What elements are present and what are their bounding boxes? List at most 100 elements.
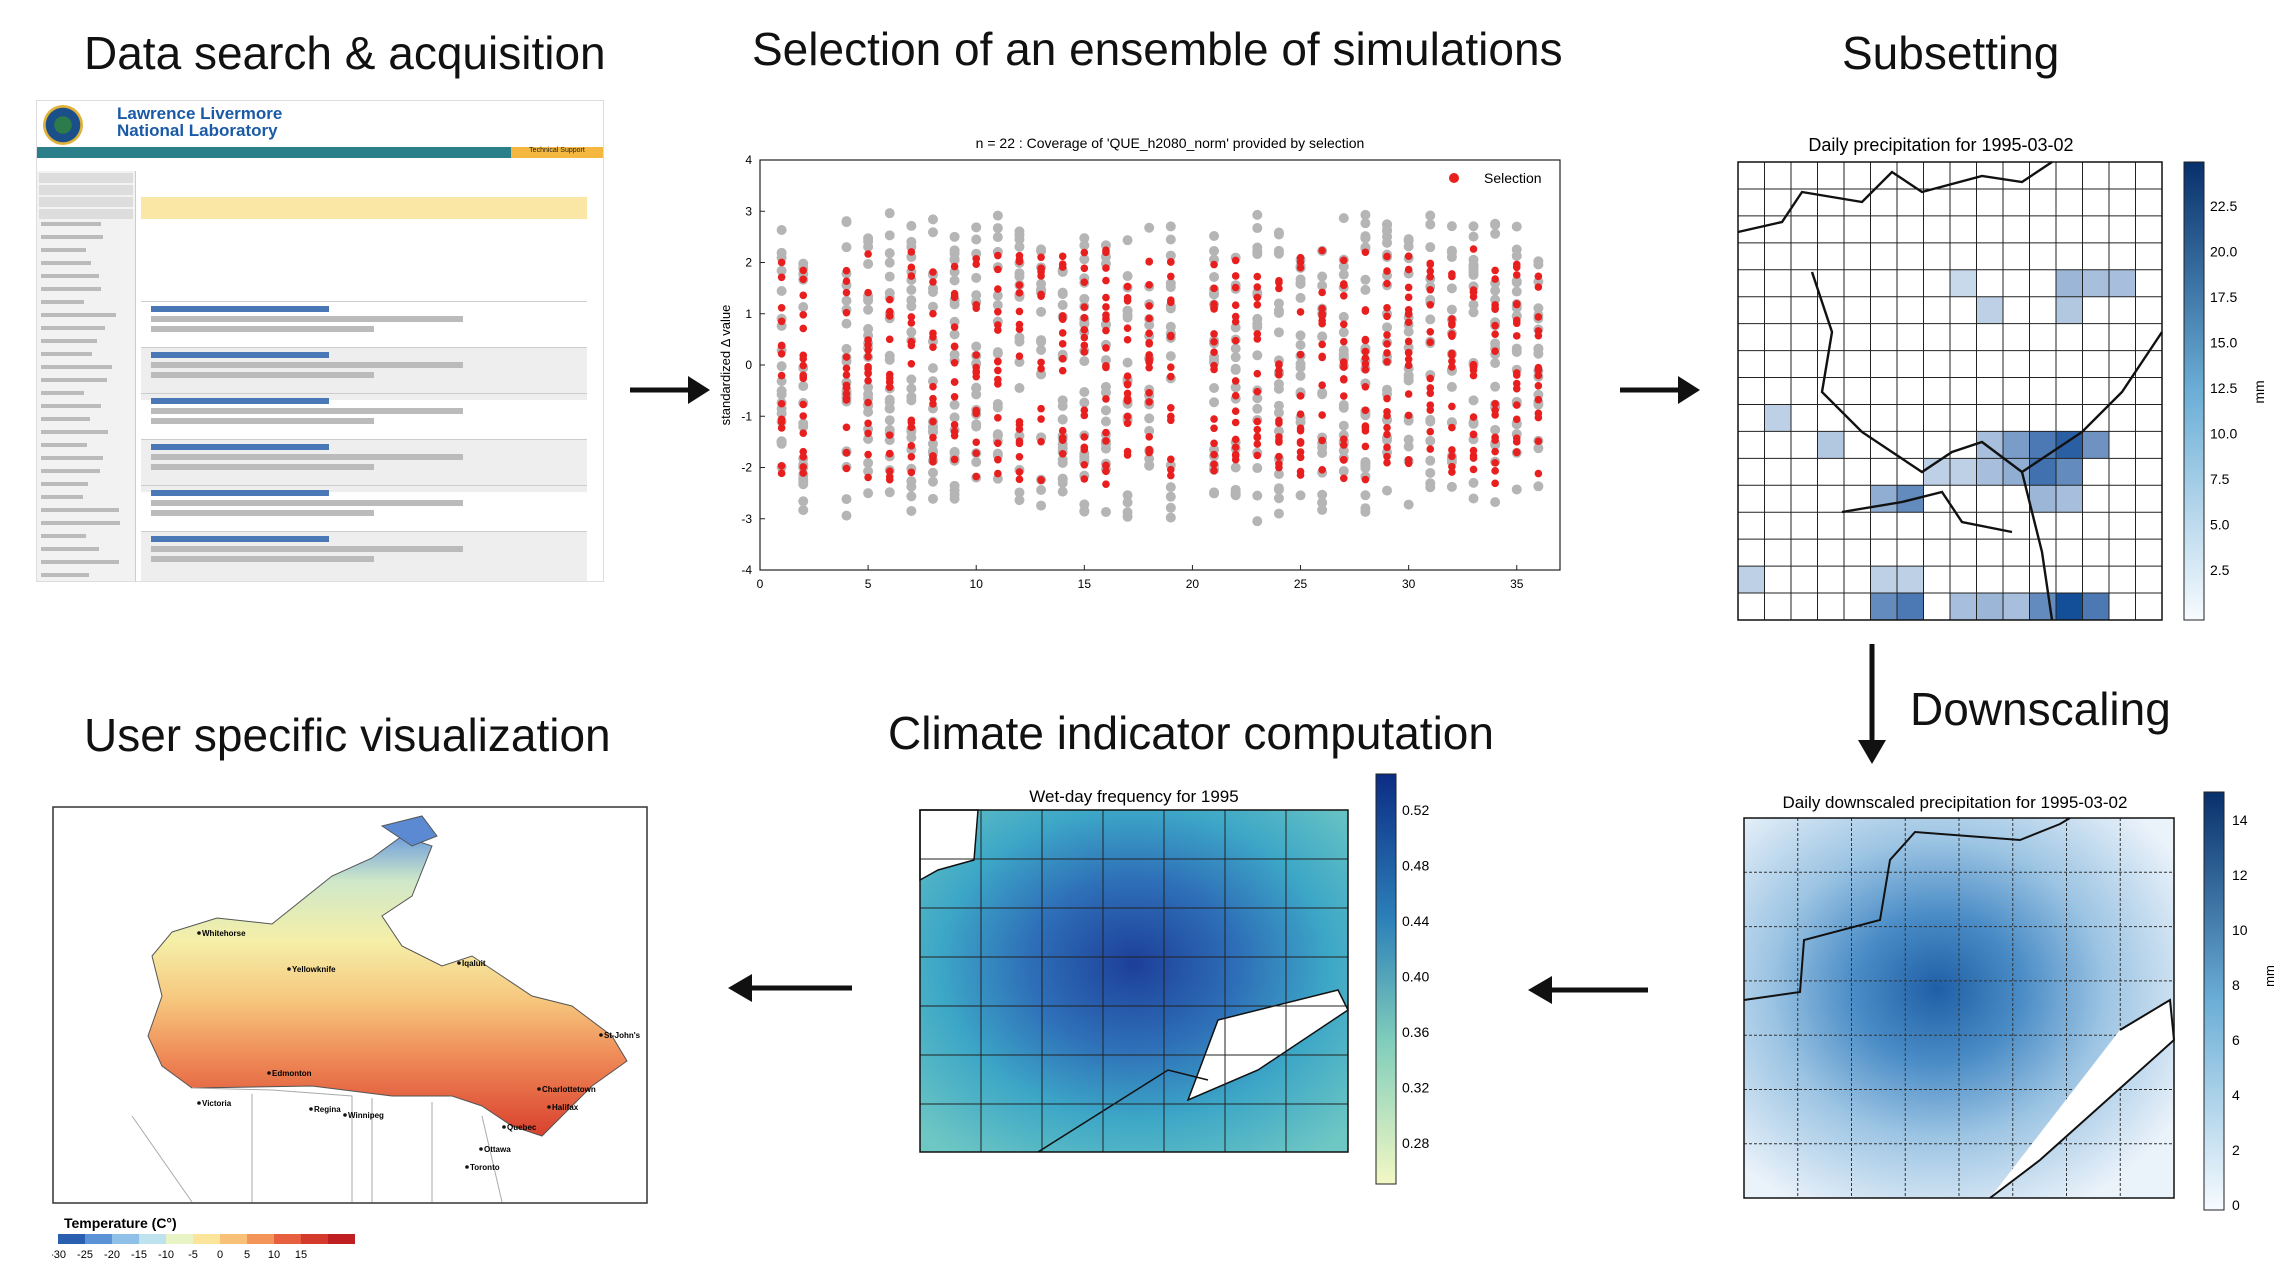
temperature-legend-swatch bbox=[139, 1234, 166, 1244]
scatter-point-selection bbox=[1296, 437, 1305, 446]
scatter-point-selection bbox=[1058, 366, 1067, 375]
scatter-point-selection bbox=[1534, 395, 1543, 404]
scatter-point-selection bbox=[950, 431, 959, 440]
scatter-point-grey bbox=[1273, 245, 1284, 256]
scatter-point-selection bbox=[842, 288, 851, 297]
precip-cell bbox=[2003, 593, 2030, 620]
x-tick-label: 30 bbox=[1402, 577, 1416, 591]
precip-cell bbox=[1738, 566, 1765, 594]
scatter-point-selection bbox=[1210, 361, 1218, 370]
scatter-point-grey bbox=[1057, 287, 1068, 298]
scatter-point-selection bbox=[777, 341, 786, 350]
scatter-point-selection bbox=[1339, 456, 1348, 464]
scatter-point-selection bbox=[929, 309, 937, 318]
scatter-point-grey bbox=[1425, 482, 1436, 493]
scatter-point-grey bbox=[1252, 393, 1263, 404]
scatter-point-selection bbox=[842, 383, 851, 392]
scatter-point-selection bbox=[907, 248, 916, 256]
scatter-point-selection bbox=[1318, 352, 1326, 361]
precip-cell bbox=[1870, 566, 1897, 594]
scatter-point-selection bbox=[885, 475, 894, 484]
subset-colorbar-tick: 7.5 bbox=[2210, 471, 2230, 487]
scatter-point-selection bbox=[1167, 296, 1175, 304]
temperature-legend-tick: -15 bbox=[131, 1249, 147, 1261]
temperature-legend-tick: 0 bbox=[217, 1249, 223, 1261]
scatter-point-selection bbox=[1383, 452, 1391, 461]
scatter-point-grey bbox=[1382, 322, 1393, 333]
llnl-tech-support: Technical Support bbox=[511, 147, 603, 158]
scatter-point-selection bbox=[864, 429, 872, 438]
scatter-point-selection bbox=[1339, 292, 1348, 300]
scatter-point-selection bbox=[864, 398, 872, 407]
city-label: Regina bbox=[314, 1105, 341, 1114]
scatter-point-grey bbox=[906, 391, 917, 402]
scatter-point-grey bbox=[1338, 311, 1349, 322]
scatter-point-grey bbox=[1490, 424, 1501, 435]
facet-item bbox=[37, 248, 135, 258]
scatter-point-selection bbox=[1339, 392, 1348, 400]
subset-colorbar-tick: 5.0 bbox=[2210, 517, 2230, 533]
scatter-point-selection bbox=[929, 329, 937, 338]
precip-cell bbox=[2029, 431, 2056, 459]
scatter-point-grey bbox=[949, 448, 960, 459]
scatter-point-selection bbox=[1426, 427, 1435, 436]
scatter-point-grey bbox=[1100, 416, 1111, 427]
scatter-point-selection bbox=[1361, 306, 1370, 314]
scatter-point-selection bbox=[1037, 437, 1045, 446]
scatter-point-grey bbox=[1079, 356, 1090, 367]
downscaled-colorbar-tick: 12 bbox=[2232, 867, 2248, 883]
scatter-point-selection bbox=[1231, 391, 1240, 400]
arrow-right-1 bbox=[630, 376, 710, 404]
wetday-colorbar bbox=[1375, 773, 1397, 1185]
scatter-point-selection bbox=[1058, 449, 1067, 458]
scatter-point-grey bbox=[776, 376, 787, 387]
scatter-point-selection bbox=[929, 278, 937, 286]
scatter-point-selection bbox=[1058, 340, 1067, 348]
scatter-point-grey bbox=[1468, 231, 1479, 242]
facet-item bbox=[37, 352, 135, 362]
arrow-right-2 bbox=[1620, 376, 1700, 404]
scatter-point-selection bbox=[907, 263, 916, 272]
scatter-point-grey bbox=[1144, 425, 1155, 436]
scatter-point-selection bbox=[1275, 366, 1283, 375]
llnl-org-line1: Lawrence Livermore bbox=[117, 104, 283, 123]
scatter-point-grey bbox=[906, 491, 917, 502]
scatter-point-grey bbox=[1165, 482, 1176, 493]
scatter-point-grey bbox=[1295, 358, 1306, 369]
city-label: St-John's bbox=[604, 1031, 641, 1040]
city-label: Halifax bbox=[552, 1103, 579, 1112]
scatter-point-grey bbox=[906, 383, 917, 394]
scatter-point-grey bbox=[1057, 300, 1068, 311]
scatter-point-grey bbox=[1511, 277, 1522, 288]
scatter-point-grey bbox=[1425, 455, 1436, 466]
scatter-point-grey bbox=[1468, 221, 1479, 232]
scatter-point-grey bbox=[1360, 458, 1371, 469]
scatter-point-grey bbox=[1079, 240, 1090, 251]
precip-cell bbox=[2082, 431, 2109, 459]
city-label: Victoria bbox=[202, 1099, 232, 1108]
facet-item bbox=[37, 456, 135, 466]
y-tick-label: -2 bbox=[741, 461, 752, 475]
scatter-point-selection bbox=[1512, 371, 1521, 379]
temperature-legend-title: Temperature (C°) bbox=[64, 1215, 177, 1231]
scatter-point-grey bbox=[927, 467, 938, 478]
scatter-point-selection bbox=[1339, 320, 1348, 329]
scatter-point-grey bbox=[992, 300, 1003, 311]
wetday-frequency-panel: Wet-day frequency for 1995 0.52 0.48 0.44 0… bbox=[918, 770, 1438, 1190]
scatter-point-selection bbox=[972, 472, 981, 481]
facet-item bbox=[37, 287, 135, 297]
scatter-point-grey bbox=[798, 258, 809, 269]
x-tick-label: 35 bbox=[1510, 577, 1524, 591]
scatter-point-selection bbox=[1210, 348, 1218, 356]
scatter-point-selection bbox=[1448, 272, 1456, 281]
facet-item bbox=[37, 378, 135, 388]
scatter-point-selection bbox=[1037, 404, 1045, 413]
scatter-point-selection bbox=[1015, 289, 1024, 297]
scatter-point-selection bbox=[864, 336, 872, 344]
scatter-point-selection bbox=[1426, 272, 1435, 281]
scatter-point-selection bbox=[777, 273, 786, 282]
scatter-point-selection bbox=[1210, 284, 1218, 293]
scatter-point-selection bbox=[1058, 354, 1067, 363]
scatter-point-grey bbox=[1446, 247, 1457, 258]
scatter-point-grey bbox=[1230, 343, 1241, 354]
